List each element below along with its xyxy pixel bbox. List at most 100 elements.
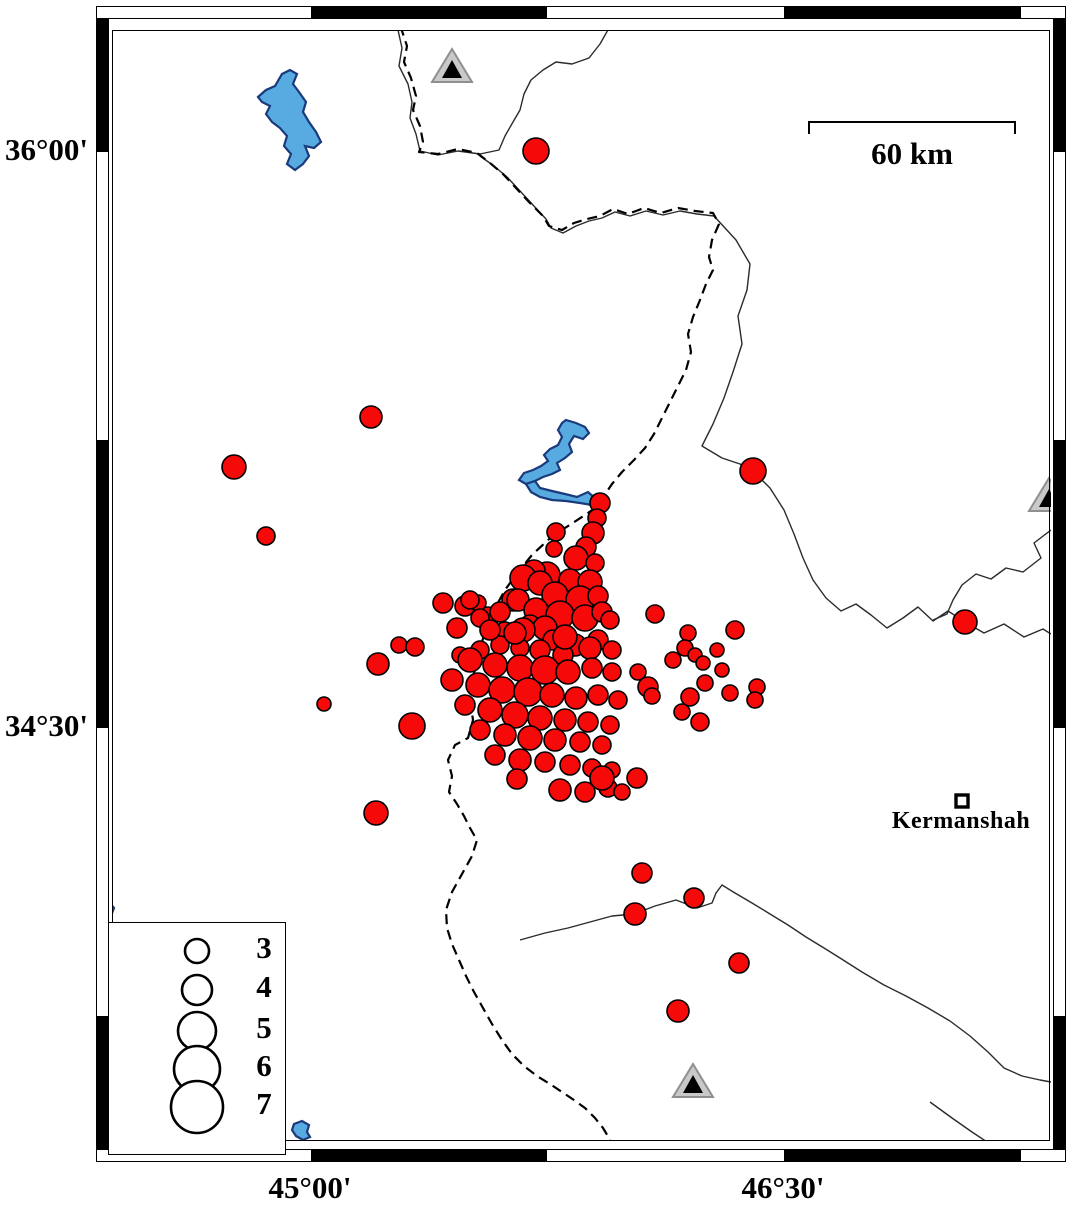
earthquake-marker xyxy=(683,887,705,909)
legend-magnitude-value: 5 xyxy=(256,1010,272,1045)
earthquake-marker xyxy=(714,662,730,678)
river-line xyxy=(932,529,1051,621)
earthquake-marker xyxy=(600,715,620,735)
earthquake-marker xyxy=(592,735,612,755)
lat-axis-label: 36°00' xyxy=(4,132,88,167)
legend-magnitude-circle xyxy=(183,937,211,965)
earthquake-marker xyxy=(522,137,550,165)
earthquake-marker xyxy=(574,781,596,803)
legend-magnitude-value: 7 xyxy=(256,1086,272,1121)
legend-magnitude-value: 6 xyxy=(256,1048,272,1083)
lat-axis-label: 34°30' xyxy=(4,708,88,743)
earthquake-marker xyxy=(493,723,517,747)
scale-bar xyxy=(808,121,1016,134)
earthquake-marker xyxy=(398,712,426,740)
earthquake-marker xyxy=(432,592,454,614)
earthquake-marker xyxy=(469,719,491,741)
earthquake-marker xyxy=(479,619,501,641)
earthquake-marker xyxy=(559,754,581,776)
lon-axis-label: 45°00' xyxy=(268,1170,352,1205)
lake xyxy=(256,68,323,172)
earthquake-marker xyxy=(664,651,682,669)
earthquake-marker xyxy=(577,711,599,733)
earthquake-marker xyxy=(477,697,503,723)
earthquake-marker xyxy=(645,604,665,624)
earthquake-marker xyxy=(666,999,690,1023)
earthquake-marker xyxy=(534,751,556,773)
earthquake-marker xyxy=(457,647,483,673)
earthquake-marker xyxy=(548,778,572,802)
earthquake-marker xyxy=(316,696,332,712)
earthquake-marker xyxy=(527,705,553,731)
earthquake-marker xyxy=(623,902,647,926)
station-triangle-inner-icon xyxy=(1039,489,1051,507)
legend-symbols xyxy=(169,937,225,1135)
river-line xyxy=(929,1101,987,1141)
earthquake-marker xyxy=(602,662,622,682)
earthquake-marker xyxy=(221,454,247,480)
legend-magnitude-circle xyxy=(176,1010,218,1052)
city-square-marker xyxy=(954,793,970,809)
earthquake-marker xyxy=(629,663,647,681)
earthquake-marker xyxy=(517,725,543,751)
earthquake-marker xyxy=(543,728,567,752)
earthquake-marker xyxy=(564,686,588,710)
earthquake-marker xyxy=(454,694,476,716)
earthquake-marker xyxy=(581,657,603,679)
station-triangle-inner-icon xyxy=(683,1075,703,1093)
earthquake-marker xyxy=(539,682,565,708)
earthquake-marker xyxy=(569,731,591,753)
river-line xyxy=(419,31,609,156)
earthquake-marker xyxy=(709,642,725,658)
earthquake-marker xyxy=(256,526,276,546)
earthquake-marker xyxy=(696,674,714,692)
earthquake-marker xyxy=(366,652,390,676)
lake xyxy=(113,905,116,914)
map-border-line xyxy=(112,30,1050,1141)
river-line xyxy=(397,31,421,152)
earthquake-marker xyxy=(600,610,620,630)
earthquake-marker xyxy=(506,768,528,790)
earthquake-marker xyxy=(589,765,615,791)
earthquake-marker xyxy=(503,621,527,645)
city-label-kermanshah: Kermanshah xyxy=(891,808,1031,834)
earthquake-marker xyxy=(746,691,764,709)
earthquake-marker xyxy=(555,659,581,685)
legend-magnitude-circle xyxy=(169,1079,225,1135)
frame-band-right xyxy=(1053,19,1066,1149)
earthquake-marker xyxy=(680,687,700,707)
earthquake-marker xyxy=(552,624,578,650)
legend-magnitude-circle xyxy=(180,973,214,1007)
earthquake-marker xyxy=(631,862,653,884)
earthquake-marker xyxy=(626,767,648,789)
earthquake-marker xyxy=(690,712,710,732)
legend-magnitude-value: 3 xyxy=(256,930,272,965)
earthquake-marker xyxy=(725,620,745,640)
frame-band-top xyxy=(96,6,1066,19)
legend-magnitude-value: 4 xyxy=(256,969,272,1004)
earthquake-marker xyxy=(545,540,563,558)
earthquake-marker xyxy=(405,637,425,657)
earthquake-marker xyxy=(643,687,661,705)
earthquake-marker xyxy=(484,744,506,766)
earthquake-marker xyxy=(673,703,691,721)
earthquake-marker xyxy=(460,590,480,610)
earthquake-marker xyxy=(587,684,609,706)
earthquake-marker xyxy=(602,640,622,660)
earthquake-marker xyxy=(363,800,389,826)
frame-band-left xyxy=(96,19,109,1149)
earthquake-marker xyxy=(739,457,767,485)
country-border-dashed xyxy=(400,31,721,1141)
earthquake-marker xyxy=(359,405,383,429)
earthquake-marker xyxy=(952,609,978,635)
lake xyxy=(290,1119,312,1141)
station-triangle-inner-icon xyxy=(442,60,462,78)
earthquake-marker xyxy=(721,684,739,702)
lon-axis-label: 46°30' xyxy=(741,1170,825,1205)
earthquake-marker xyxy=(553,708,577,732)
earthquake-marker xyxy=(613,783,631,801)
earthquake-marker xyxy=(728,952,750,974)
scale-bar-label: 60 km xyxy=(871,136,953,171)
